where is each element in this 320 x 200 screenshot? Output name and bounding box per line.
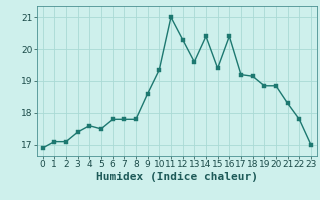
X-axis label: Humidex (Indice chaleur): Humidex (Indice chaleur) — [96, 172, 258, 182]
